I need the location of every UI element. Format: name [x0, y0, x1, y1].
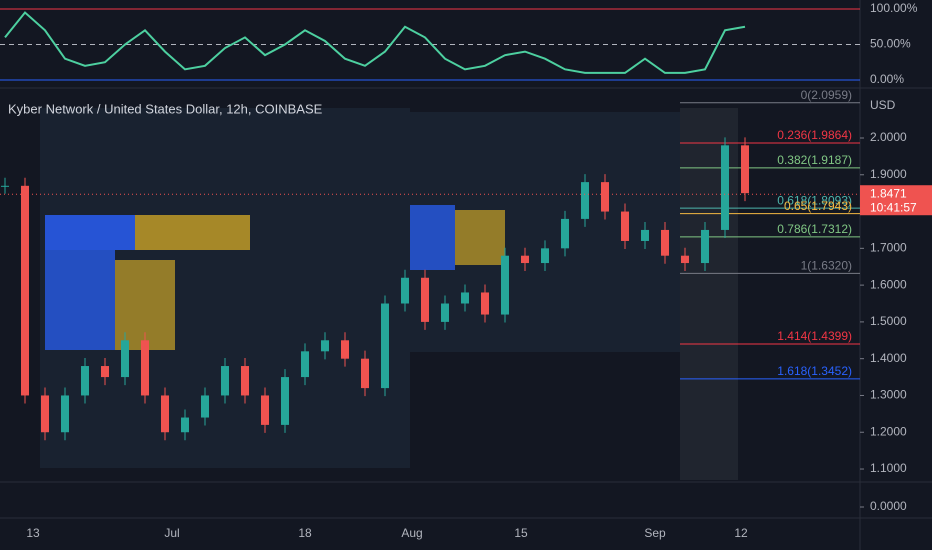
candle [481, 292, 489, 315]
profile-bar [455, 210, 505, 265]
candle [581, 182, 589, 219]
osc-tick-label: 50.00% [870, 37, 911, 51]
candle [501, 255, 509, 315]
bottom-tick-label: 0.0000 [870, 499, 907, 513]
candle [221, 366, 229, 396]
candle [301, 351, 309, 378]
candle [541, 248, 549, 264]
fib-label: 0.786(1.7312) [777, 222, 852, 236]
candle [661, 229, 669, 256]
candle [41, 395, 49, 433]
candle [721, 145, 729, 230]
countdown-label: 10:41:57 [870, 200, 917, 214]
y-tick-label: 1.3000 [870, 388, 907, 402]
fib-label: 1.618(1.3452) [777, 364, 852, 378]
fib-label: 1(1.6320) [801, 259, 852, 273]
candle [81, 366, 89, 396]
candle [701, 229, 709, 264]
x-tick-label: Sep [644, 526, 666, 540]
fib-label: 0.618(1.8093) [777, 193, 852, 207]
x-tick-label: Jul [164, 526, 179, 540]
x-tick-label: Aug [401, 526, 422, 540]
y-tick-label: 1.4000 [870, 351, 907, 365]
candle [101, 366, 109, 378]
x-tick-label: 15 [514, 526, 528, 540]
candle [621, 211, 629, 241]
candle [201, 395, 209, 418]
candle [381, 303, 389, 389]
osc-tick-label: 100.00% [870, 1, 918, 15]
candle [601, 182, 609, 212]
y-tick-label: 1.5000 [870, 314, 907, 328]
candle [641, 229, 649, 241]
y-tick-label: 1.6000 [870, 277, 907, 291]
candle [421, 277, 429, 322]
x-tick-label: 13 [26, 526, 40, 540]
fib-label: 1.414(1.4399) [777, 329, 852, 343]
candle [401, 277, 409, 304]
fib-label: 0.236(1.9864) [777, 128, 852, 142]
x-tick-label: 18 [298, 526, 312, 540]
candle [61, 395, 69, 433]
candle [181, 417, 189, 433]
profile-bar [45, 215, 135, 250]
candle [21, 185, 29, 396]
candle [681, 255, 689, 264]
price-box [860, 185, 932, 216]
currency-label: USD [870, 98, 896, 112]
candle [1, 185, 9, 187]
candle [561, 218, 569, 249]
fib-box [680, 108, 738, 480]
x-tick-label: 12 [734, 526, 748, 540]
candle [741, 145, 749, 194]
chart-title: Kyber Network / United States Dollar, 12… [8, 101, 323, 116]
candle [521, 255, 529, 264]
candle [121, 340, 129, 378]
candle [441, 303, 449, 322]
osc-line [4, 11, 746, 74]
candle [321, 340, 329, 352]
candle [241, 366, 249, 396]
fib-label: 0(2.0959) [801, 88, 852, 102]
candle [141, 340, 149, 396]
volume-profile [45, 205, 505, 350]
candle [281, 377, 289, 425]
candle [461, 292, 469, 304]
candle [261, 395, 269, 425]
y-tick-label: 1.2000 [870, 424, 907, 438]
profile-bar [410, 205, 455, 270]
price-label: 1.8471 [870, 186, 907, 200]
y-tick-label: 2.0000 [870, 130, 907, 144]
fib-label: 0.65(1.7943) [784, 199, 852, 213]
fib-label: 0.382(1.9187) [777, 153, 852, 167]
candle [341, 340, 349, 359]
candle [161, 395, 169, 433]
candle [361, 358, 369, 389]
y-tick-label: 1.1000 [870, 461, 907, 475]
profile-bar [135, 215, 250, 250]
profile-bar [45, 250, 115, 350]
osc-tick-label: 0.00% [870, 72, 904, 86]
y-tick-label: 1.9000 [870, 167, 907, 181]
y-tick-label: 1.7000 [870, 241, 907, 255]
